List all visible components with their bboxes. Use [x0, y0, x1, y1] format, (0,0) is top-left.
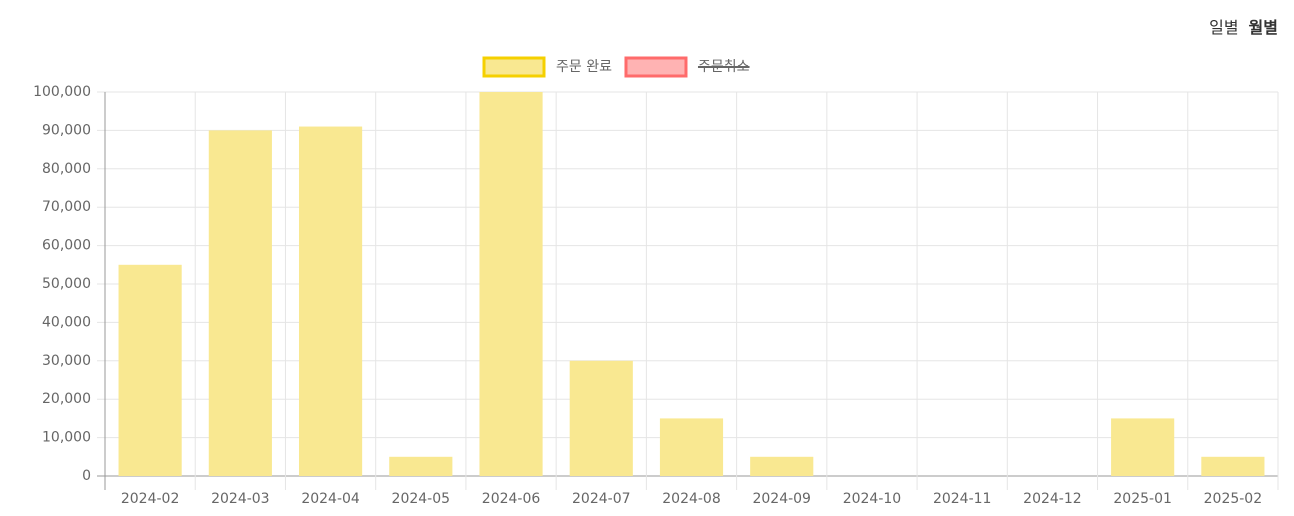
y-tick-label: 50,000: [42, 276, 91, 292]
y-tick-label: 10,000: [42, 430, 91, 446]
x-tick-label: 2024-10: [843, 491, 902, 507]
bar: [389, 456, 453, 476]
x-tick-label: 2024-03: [211, 491, 270, 507]
bar: [750, 456, 814, 476]
y-tick-label: 100,000: [33, 84, 91, 100]
bar: [569, 360, 633, 476]
bar: [1201, 456, 1265, 476]
bar: [659, 418, 724, 476]
legend-swatch[interactable]: [482, 56, 546, 78]
bar: [118, 264, 182, 476]
bar: [298, 126, 363, 476]
daily-button[interactable]: 일별: [1209, 14, 1238, 38]
y-tick-label: 60,000: [42, 238, 91, 254]
x-tick-label: 2024-02: [121, 491, 180, 507]
x-tick-label: 2024-07: [572, 491, 631, 507]
x-tick-label: 2024-12: [1023, 491, 1082, 507]
y-tick-label: 90,000: [42, 122, 91, 138]
y-tick-label: 30,000: [42, 353, 91, 369]
bar: [208, 130, 272, 476]
x-tick-label: 2024-11: [933, 491, 992, 507]
x-tick-label: 2024-04: [301, 491, 360, 507]
bar: [1111, 418, 1175, 476]
legend-label[interactable]: 주문 완료: [556, 59, 612, 75]
toolbar: 일별 월별: [1209, 14, 1278, 38]
x-tick-label: 2024-05: [392, 491, 451, 507]
x-tick-label: 2025-01: [1113, 491, 1172, 507]
x-tick-label: 2024-09: [752, 491, 811, 507]
y-tick-label: 20,000: [42, 391, 91, 407]
legend-swatch[interactable]: [624, 56, 688, 78]
y-tick-label: 80,000: [42, 161, 91, 177]
bar: [479, 92, 543, 476]
y-tick-label: 70,000: [42, 199, 91, 215]
y-tick-label: 40,000: [42, 314, 91, 330]
monthly-button[interactable]: 월별: [1249, 14, 1278, 38]
y-tick-label: 0: [82, 468, 91, 484]
x-tick-label: 2025-02: [1204, 491, 1263, 507]
x-tick-label: 2024-06: [482, 491, 541, 507]
x-tick-label: 2024-08: [662, 491, 721, 507]
